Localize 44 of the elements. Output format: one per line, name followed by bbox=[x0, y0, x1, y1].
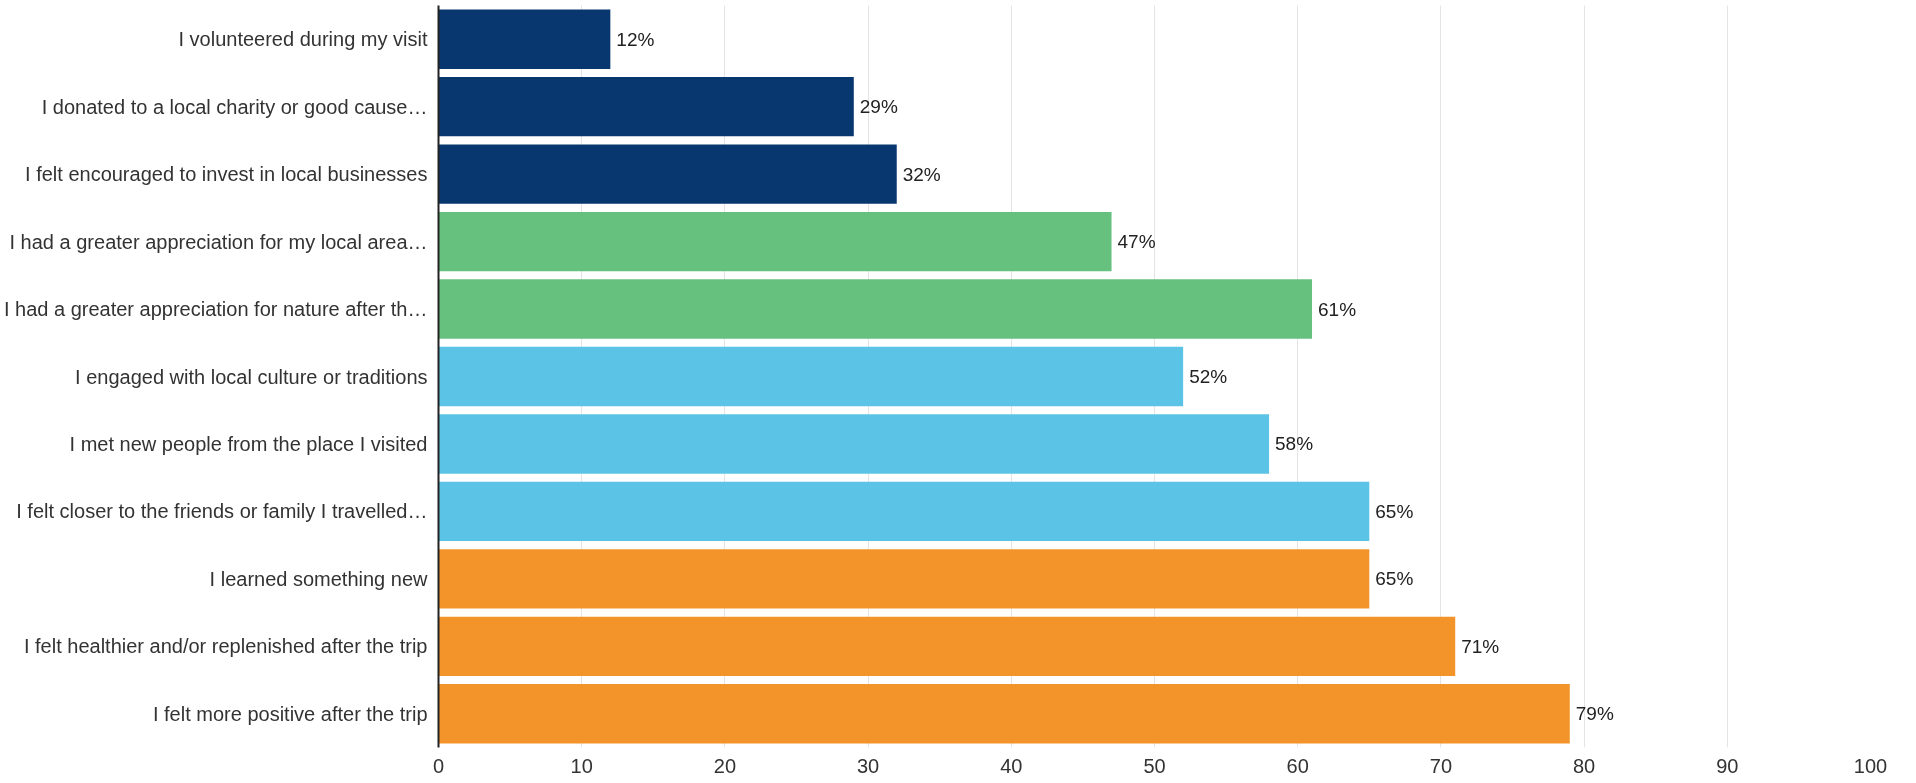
bar bbox=[438, 616, 1456, 676]
x-tick-label: 20 bbox=[713, 754, 737, 777]
bar bbox=[438, 346, 1184, 407]
x-tick-label: 60 bbox=[1286, 754, 1309, 777]
bar bbox=[438, 77, 854, 137]
y-tick-label: I felt encouraged to invest in local businesses bbox=[25, 163, 428, 186]
y-tick-label: I donated to a local charity or good cause… bbox=[41, 95, 428, 118]
bar bbox=[438, 211, 1112, 272]
y-tick-label: I had a greater appreciation for my local area… bbox=[9, 230, 428, 253]
data-label: 32% bbox=[902, 163, 941, 185]
y-tick-label: I felt more positive after the trip bbox=[152, 702, 428, 725]
x-tick-label: 70 bbox=[1429, 754, 1453, 777]
x-tick-label: 30 bbox=[856, 754, 880, 777]
data-label: 52% bbox=[1189, 366, 1228, 387]
x-tick-label: 100 bbox=[1853, 754, 1888, 777]
x-tick-label: 0 bbox=[432, 754, 445, 777]
bar bbox=[438, 279, 1313, 339]
x-tick-label: 90 bbox=[1716, 754, 1739, 777]
data-label: 65% bbox=[1375, 568, 1414, 590]
data-label: 65% bbox=[1375, 500, 1414, 522]
y-tick-label: I felt closer to the friends or family I travelled… bbox=[16, 500, 428, 523]
y-tick-label: I engaged with local culture or traditions bbox=[75, 365, 428, 388]
data-label: 61% bbox=[1318, 298, 1357, 320]
data-label: 29% bbox=[859, 96, 898, 118]
data-label: 79% bbox=[1575, 703, 1614, 725]
data-label: 58% bbox=[1275, 433, 1314, 455]
y-tick-label: I met new people from the place I visited bbox=[69, 432, 428, 455]
bar bbox=[438, 9, 611, 69]
y-tick-label: I learned something new bbox=[209, 567, 429, 590]
bar bbox=[438, 684, 1570, 744]
data-label: 47% bbox=[1117, 231, 1156, 253]
x-tick-label: 50 bbox=[1143, 754, 1166, 777]
y-tick-label: I volunteered during my visit bbox=[178, 28, 428, 51]
bar bbox=[438, 481, 1370, 542]
bar bbox=[438, 144, 897, 204]
y-tick-label: I had a greater appreciation for nature after th… bbox=[3, 298, 428, 321]
x-tick-label: 40 bbox=[1000, 754, 1023, 777]
data-label: 12% bbox=[616, 28, 655, 50]
x-tick-label: 80 bbox=[1572, 754, 1596, 777]
data-label: 71% bbox=[1461, 635, 1500, 657]
y-tick-label: I felt healthier and/or replenished after the trip bbox=[23, 635, 428, 658]
bar bbox=[438, 549, 1370, 609]
x-tick-label: 10 bbox=[570, 754, 593, 777]
bar bbox=[438, 414, 1270, 474]
